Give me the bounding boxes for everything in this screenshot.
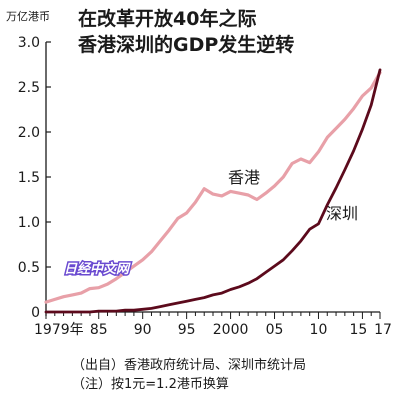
chart-title-line-2: 香港深圳的GDP发生逆转: [77, 33, 294, 56]
x-tick-label: 85: [90, 322, 108, 338]
y-axis: 0 0.5 1.0 1.5 2.0 2.5 3.0: [18, 35, 51, 321]
x-axis: 1979年 85 90 95 2000 05 10 15 17: [34, 311, 392, 338]
y-tick-label: 3.0: [18, 35, 40, 51]
y-tick-label: 1.0: [18, 215, 40, 231]
series-label-hongkong: 香港: [228, 168, 260, 187]
y-tick-label: 0.5: [18, 260, 40, 276]
y-tick-label: 0: [31, 305, 40, 321]
series-line-shenzhen: [44, 68, 382, 314]
y-tick-label: 2.5: [18, 80, 40, 96]
x-tick-label: 1979年: [34, 322, 84, 338]
unit-label: 万亿港币: [6, 10, 50, 23]
y-tick-label: 1.5: [18, 170, 40, 186]
watermark-logo: 日经中文网: [64, 261, 131, 277]
y-tick-label: 2.0: [18, 125, 40, 141]
series-layer: [44, 68, 382, 314]
x-tick-label: 2000: [213, 322, 249, 338]
x-tick-label: 15: [350, 322, 368, 338]
source-note: （出自）香港政府统计局、深圳市统计局: [72, 357, 306, 373]
conversion-note: （注）按1元=1.2港币换算: [72, 377, 229, 392]
x-tick-label: 10: [310, 322, 328, 338]
x-tick-label: 05: [266, 322, 284, 338]
x-tick-label: 95: [178, 322, 196, 338]
chart-title-line-1: 在改革开放40年之际: [78, 7, 256, 30]
series-line-hongkong: [44, 70, 382, 304]
x-tick-label: 90: [134, 322, 152, 338]
series-label-shenzhen: 深圳: [326, 204, 358, 223]
x-tick-label: 17: [374, 322, 392, 338]
